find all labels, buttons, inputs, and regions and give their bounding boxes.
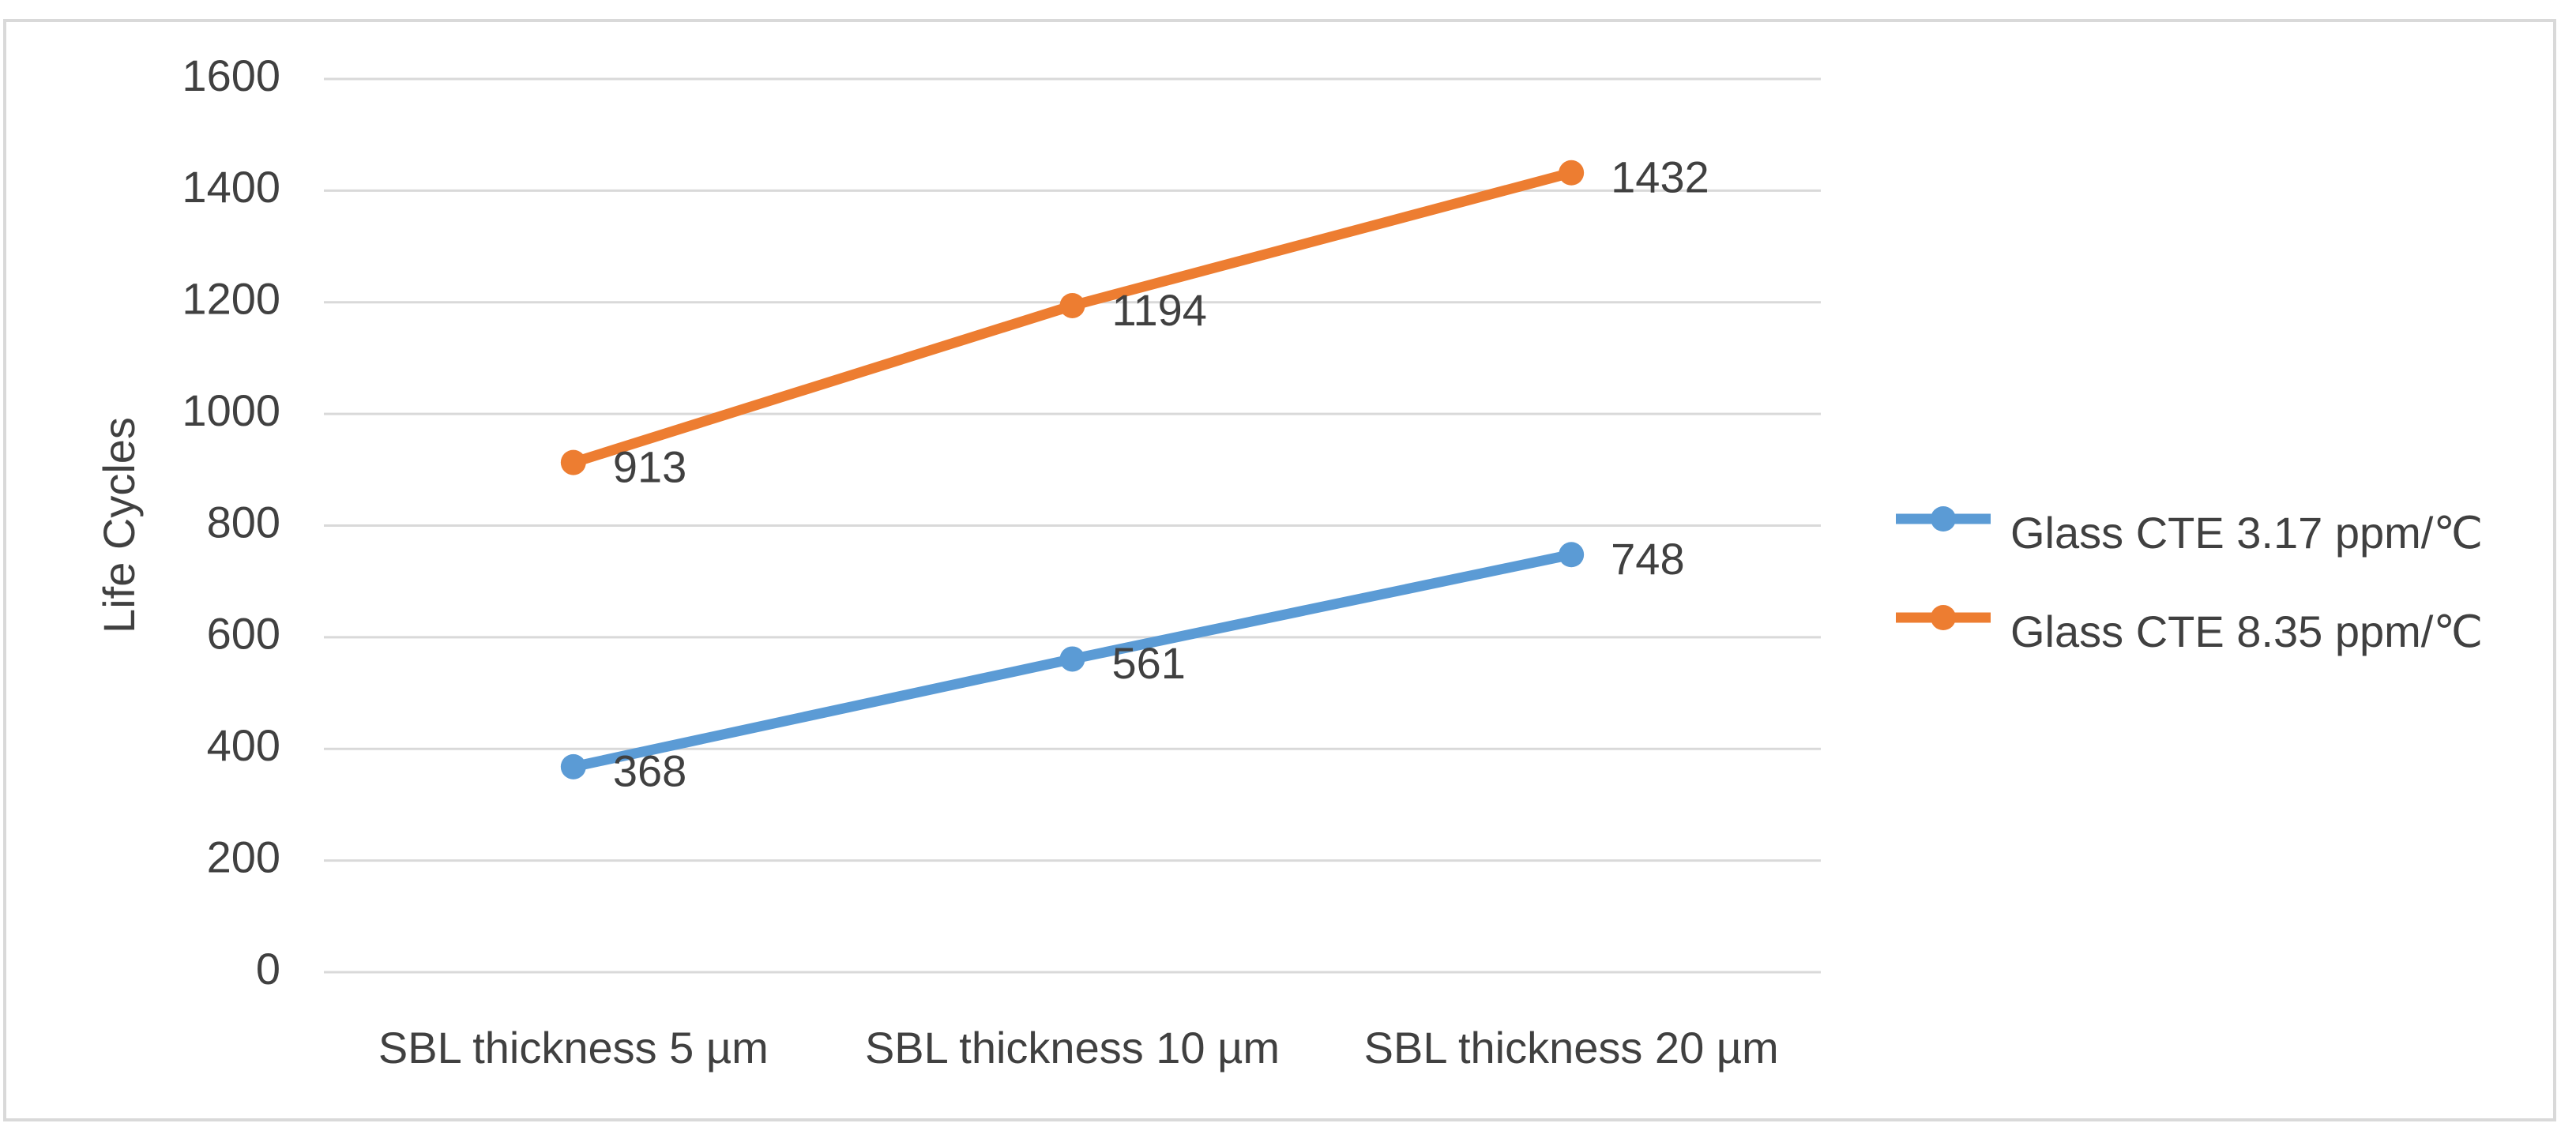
x-tick-label: SBL thickness 5 µm [378, 1023, 769, 1073]
data-label: 748 [1611, 534, 1684, 584]
x-tick-label: SBL thickness 10 µm [865, 1023, 1280, 1073]
y-tick-label: 400 [207, 720, 280, 770]
data-point [1059, 646, 1085, 672]
y-tick-label: 1400 [182, 162, 280, 212]
x-tick-label: SBL thickness 20 µm [1364, 1023, 1779, 1073]
y-tick-label: 200 [207, 832, 280, 881]
legend-marker [1931, 506, 1956, 532]
legend-label: Glass CTE 8.35 ppm/℃ [2010, 607, 2483, 656]
y-tick-label: 1000 [182, 385, 280, 435]
data-label: 561 [1112, 638, 1186, 688]
legend-marker [1931, 605, 1956, 630]
chart-frame [3, 19, 2556, 1121]
y-tick-label: 600 [207, 609, 280, 659]
data-point [1559, 160, 1585, 186]
data-label: 1194 [1112, 285, 1207, 335]
y-tick-label: 1600 [182, 51, 280, 100]
data-label: 1432 [1611, 152, 1709, 202]
y-tick-label: 1200 [182, 274, 280, 324]
data-point [560, 449, 586, 475]
y-tick-label: 800 [207, 497, 280, 547]
data-label: 913 [613, 441, 686, 491]
data-point [560, 753, 586, 779]
y-axis-label: Life Cycles [94, 417, 144, 633]
y-tick-label: 0 [256, 944, 280, 994]
data-point [1559, 542, 1585, 568]
data-label: 368 [613, 746, 686, 796]
data-point [1059, 292, 1085, 318]
legend-label: Glass CTE 3.17 ppm/℃ [2010, 508, 2483, 558]
